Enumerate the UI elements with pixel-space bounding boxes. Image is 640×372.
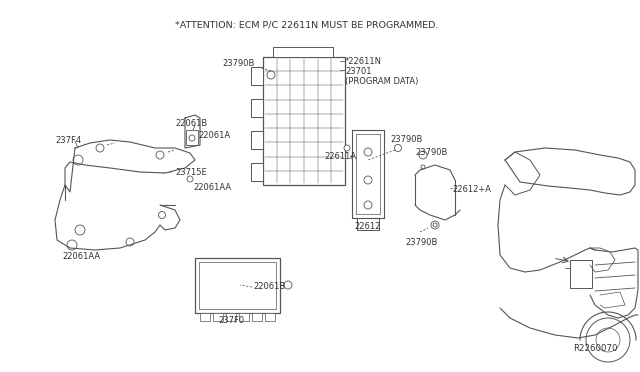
- Circle shape: [187, 176, 193, 182]
- Circle shape: [126, 238, 134, 246]
- Circle shape: [96, 144, 104, 152]
- Bar: [251, 99, 263, 117]
- Bar: [195, 258, 280, 313]
- Bar: [265, 313, 275, 321]
- Bar: [226, 313, 236, 321]
- Text: 237F4: 237F4: [55, 136, 81, 145]
- Circle shape: [267, 71, 275, 79]
- Text: 23790B: 23790B: [405, 238, 437, 247]
- Bar: [239, 313, 249, 321]
- Bar: [263, 57, 345, 185]
- Bar: [186, 130, 198, 145]
- Circle shape: [394, 144, 401, 151]
- Bar: [199, 262, 276, 309]
- Bar: [251, 131, 263, 149]
- Circle shape: [586, 318, 630, 362]
- Text: *ATTENTION: ECM P/C 22611N MUST BE PROGRAMMED.: *ATTENTION: ECM P/C 22611N MUST BE PROGR…: [175, 20, 438, 29]
- Text: (PROGRAM DATA): (PROGRAM DATA): [345, 77, 419, 86]
- Bar: [200, 313, 210, 321]
- Text: 23701: 23701: [345, 67, 371, 76]
- Text: 22061B: 22061B: [253, 282, 285, 291]
- Circle shape: [284, 281, 292, 289]
- Circle shape: [159, 212, 166, 218]
- Bar: [252, 313, 262, 321]
- Text: 22612: 22612: [354, 222, 380, 231]
- Circle shape: [419, 151, 427, 159]
- Text: 22061AA: 22061AA: [62, 252, 100, 261]
- Text: 23790B: 23790B: [390, 135, 422, 144]
- Circle shape: [67, 240, 77, 250]
- Text: 22061A: 22061A: [198, 131, 230, 140]
- Text: 23790B: 23790B: [222, 59, 254, 68]
- Circle shape: [364, 201, 372, 209]
- Bar: [570, 260, 592, 288]
- Text: 237F0: 237F0: [218, 316, 244, 325]
- Circle shape: [344, 145, 350, 151]
- Text: R2260070: R2260070: [573, 344, 618, 353]
- Circle shape: [75, 225, 85, 235]
- Circle shape: [73, 155, 83, 165]
- Circle shape: [433, 223, 437, 227]
- Bar: [273, 47, 333, 57]
- Text: 23715E: 23715E: [175, 168, 207, 177]
- Circle shape: [156, 151, 164, 159]
- Text: 23790B: 23790B: [415, 148, 447, 157]
- Circle shape: [431, 221, 439, 229]
- Circle shape: [596, 328, 620, 352]
- Text: 22612+A: 22612+A: [452, 185, 491, 194]
- Text: *22611N: *22611N: [345, 57, 382, 66]
- Circle shape: [189, 135, 195, 141]
- Text: 22061B: 22061B: [175, 119, 207, 128]
- Circle shape: [364, 176, 372, 184]
- Bar: [213, 313, 223, 321]
- Text: 22061AA: 22061AA: [193, 183, 231, 192]
- Bar: [251, 163, 263, 181]
- Circle shape: [421, 165, 425, 169]
- Circle shape: [364, 148, 372, 156]
- Bar: [251, 67, 263, 85]
- Text: 22611A: 22611A: [324, 152, 356, 161]
